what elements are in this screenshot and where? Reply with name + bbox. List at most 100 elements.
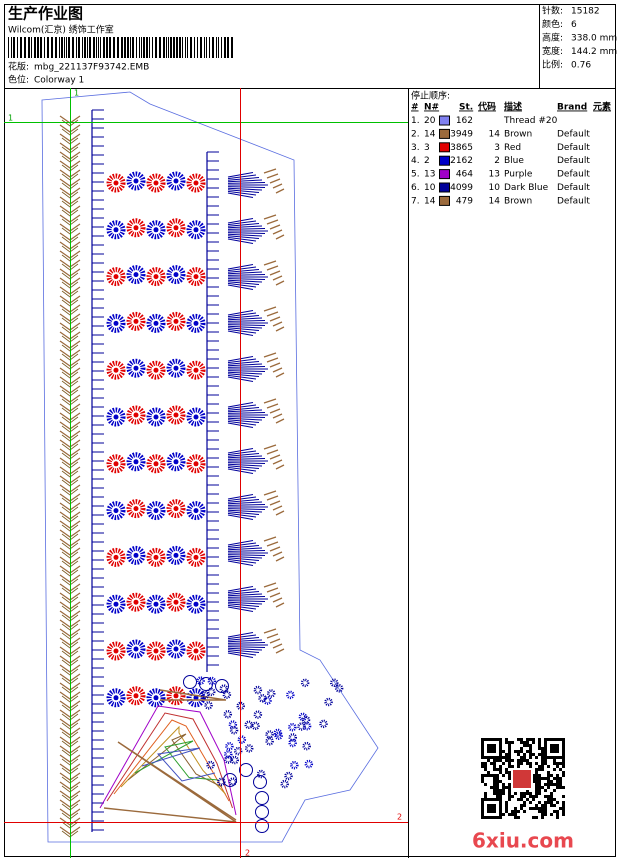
flower xyxy=(186,173,206,193)
ring xyxy=(239,763,253,777)
zigzag xyxy=(269,638,281,644)
row-brand: Default xyxy=(557,143,590,153)
qr-cell xyxy=(556,816,559,819)
qr-cell xyxy=(553,804,556,807)
bar xyxy=(72,37,74,58)
flower-center xyxy=(193,695,199,701)
fan xyxy=(227,366,266,368)
flower xyxy=(166,171,186,191)
qr-cell xyxy=(541,804,544,807)
qr-cell xyxy=(523,795,526,798)
bar xyxy=(159,37,161,58)
zigzag xyxy=(269,270,281,276)
bar xyxy=(31,37,32,58)
flower-center xyxy=(133,459,139,465)
barcode xyxy=(8,37,233,58)
fan xyxy=(227,604,257,610)
qr-cell xyxy=(544,810,547,813)
ornament xyxy=(159,689,227,701)
row-needle: 10 xyxy=(424,183,436,193)
bar xyxy=(224,37,226,58)
fan xyxy=(227,419,260,423)
fan xyxy=(227,315,260,319)
qr-cell xyxy=(517,798,520,801)
qr-cell xyxy=(481,774,484,777)
flower xyxy=(166,686,186,706)
stitch-cluster xyxy=(304,759,314,769)
qr-cell xyxy=(559,807,562,810)
zigzag xyxy=(263,306,277,312)
qr-cell xyxy=(496,795,499,798)
fan xyxy=(227,555,263,559)
qr-cell xyxy=(490,774,493,777)
flower xyxy=(146,360,166,380)
flower-center xyxy=(153,695,159,701)
flower-center xyxy=(113,227,119,233)
ring xyxy=(255,819,269,833)
fan xyxy=(227,278,266,280)
flower xyxy=(126,265,146,285)
qr-cell xyxy=(532,795,535,798)
flower xyxy=(126,405,146,425)
flower xyxy=(186,454,206,474)
marker: 1 xyxy=(74,89,79,98)
fan xyxy=(227,320,266,322)
ring xyxy=(255,791,269,805)
fan xyxy=(227,269,260,273)
flower-center xyxy=(153,461,159,467)
flower-center xyxy=(113,648,119,654)
fan xyxy=(227,327,260,331)
fan xyxy=(227,325,263,329)
flower-center xyxy=(113,461,119,467)
flower xyxy=(186,313,206,333)
qr-cell xyxy=(538,777,541,780)
qr-cell xyxy=(505,804,508,807)
bar xyxy=(59,37,60,58)
fan xyxy=(227,189,260,193)
flower-center xyxy=(113,601,119,607)
flower-center xyxy=(193,227,199,233)
qr-cell xyxy=(520,738,523,741)
qr-cell xyxy=(550,783,553,786)
row-description: Thread #20 xyxy=(503,116,558,126)
color-swatch xyxy=(439,182,450,193)
qr-cell xyxy=(541,750,544,753)
flower xyxy=(146,407,166,427)
qr-cell xyxy=(496,783,499,786)
stitch-cluster xyxy=(204,701,213,710)
qr-cell xyxy=(505,741,508,744)
bar xyxy=(100,37,101,58)
qr-cell xyxy=(517,738,520,741)
qr-cell xyxy=(553,798,556,801)
bar xyxy=(173,37,175,58)
ornament xyxy=(120,725,226,795)
bar xyxy=(11,37,12,58)
color-swatch xyxy=(439,128,450,139)
zigzag xyxy=(266,265,279,271)
stitch-cluster xyxy=(224,755,233,764)
color-swatch xyxy=(439,115,450,126)
qr-cell xyxy=(493,765,496,768)
flower xyxy=(166,358,186,378)
zigzag xyxy=(266,403,279,409)
qr-cell xyxy=(538,741,541,744)
fan xyxy=(227,174,257,180)
stitch-cluster xyxy=(223,710,233,719)
qr-cell xyxy=(508,762,511,765)
zigzag xyxy=(263,168,277,174)
qr-cell xyxy=(505,810,508,813)
fan xyxy=(227,511,260,515)
zigzag xyxy=(266,311,279,317)
bar xyxy=(40,37,42,58)
flower-center xyxy=(153,601,159,607)
flower-center xyxy=(133,225,139,231)
row-code: 13 xyxy=(489,170,500,180)
qr-cell xyxy=(562,813,565,816)
qr-cell xyxy=(505,759,508,762)
flower-center xyxy=(153,227,159,233)
qr-cell xyxy=(505,801,508,804)
qr-cell xyxy=(535,804,538,807)
qr-cell xyxy=(562,759,565,762)
bar xyxy=(197,37,198,58)
bar xyxy=(106,37,108,58)
